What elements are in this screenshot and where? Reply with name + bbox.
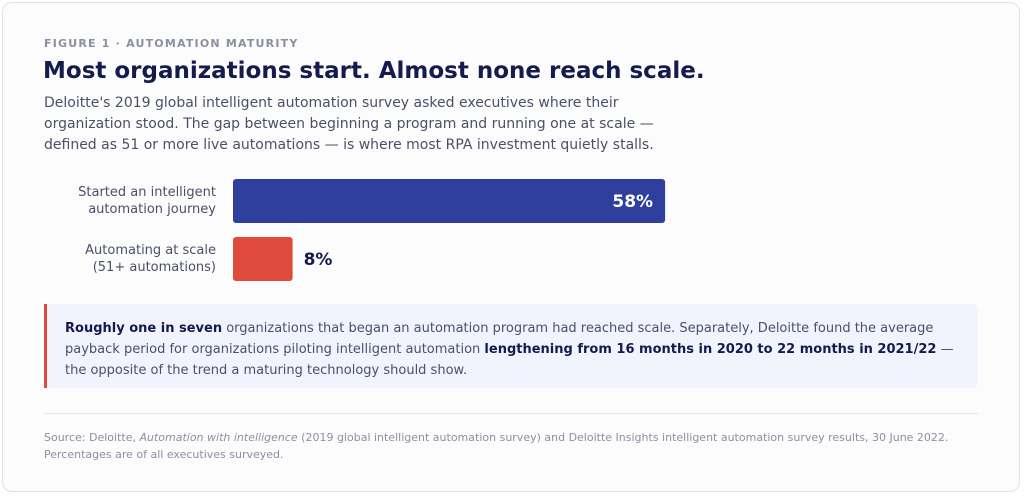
figure-subtitle: Deloitte's 2019 global intelligent autom…	[44, 95, 654, 153]
source-suffix: (2019 global intelligent automation surv…	[297, 431, 949, 444]
callout-lead: Roughly one in seven	[65, 321, 223, 336]
key-finding-callout: Roughly one in seven organizations that …	[44, 304, 978, 388]
category-label-line: Started an intelligent	[78, 185, 216, 200]
category-label-line: automation journey	[88, 202, 216, 217]
footer-divider	[44, 413, 978, 414]
callout-text: organizations that began an automation p…	[65, 321, 934, 357]
category-label-2: Automating at scale (51+ automations)	[40, 242, 216, 276]
category-label-1: Started an intelligent automation journey	[40, 184, 216, 218]
category-label-line: Automating at scale	[85, 243, 216, 258]
source-note-percentages: Percentages are of all executives survey…	[44, 448, 284, 461]
callout-emphasis: lengthening from 16 months in 2020 to 22…	[484, 342, 937, 357]
category-label-line: (51+ automations)	[92, 260, 216, 275]
figure-eyebrow: FIGURE 1 · AUTOMATION MATURITY	[44, 37, 299, 50]
callout-text-end: — the opposite of the trend a maturing t…	[65, 342, 954, 378]
figure-title: Most organizations start. Almost none re…	[43, 58, 705, 84]
source-publication: Automation with intelligence	[139, 431, 298, 444]
source-note: Source: Deloitte, Automation with intell…	[44, 429, 974, 463]
source-prefix: Source: Deloitte,	[44, 431, 140, 444]
